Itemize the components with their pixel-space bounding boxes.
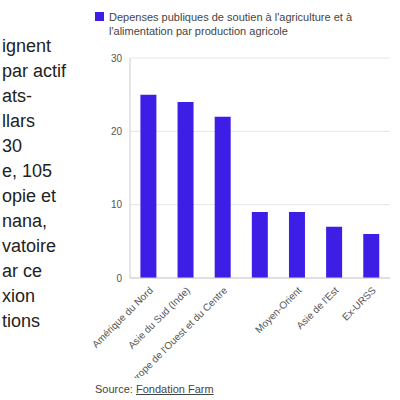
html-text:llars: llars <box>2 111 35 131</box>
html-text:Source: Fondation Farm: Source: Fondation Farm <box>95 383 214 395</box>
svg-text:Europe de l'Ouest et du Centre: Europe de l'Ouest et du Centre <box>124 284 229 378</box>
html-text:tions: tions <box>2 311 40 331</box>
svg-text:Moyen-Orient: Moyen-Orient <box>253 285 304 336</box>
html-text:e, 105: e, 105 <box>2 161 52 181</box>
html-text:ar ce: ar ce <box>2 261 42 281</box>
svg-text:Ex-URSS: Ex-URSS <box>340 284 378 322</box>
svg-text:30: 30 <box>111 53 123 64</box>
html-text:vatoire: vatoire <box>2 236 56 256</box>
html-text:nana,: nana, <box>2 211 47 231</box>
svg-text:Asie de l'Est: Asie de l'Est <box>294 285 341 332</box>
html-text:par actif: par actif <box>2 61 66 81</box>
svg-text:Amérique du Nord: Amérique du Nord <box>90 285 155 350</box>
html-text:opie et: opie et <box>2 186 56 206</box>
svg-text:20: 20 <box>111 126 123 137</box>
html-text:ats-: ats- <box>2 86 32 106</box>
html-text:xion: xion <box>2 286 35 306</box>
html-text:ignent: ignent <box>2 36 51 56</box>
svg-text:0: 0 <box>116 273 122 284</box>
svg-text:Asie du Sud (Inde): Asie du Sud (Inde) <box>126 285 192 351</box>
svg-text:10: 10 <box>111 199 123 210</box>
html-text:30: 30 <box>2 136 22 156</box>
html-text:Depenses publiques de soutien: Depenses publiques de soutien à l'agricu… <box>109 11 352 37</box>
